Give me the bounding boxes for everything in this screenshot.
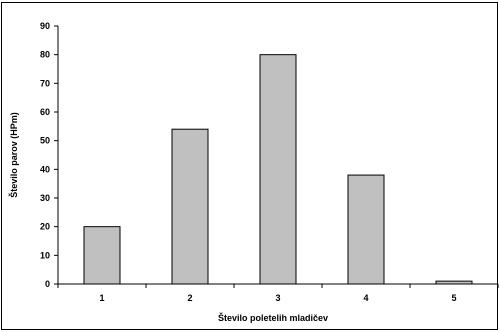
y-tick-label: 50 (40, 136, 50, 146)
bar (83, 226, 121, 285)
x-tick-label: 4 (363, 293, 368, 303)
x-axis-label: Število poletelih mladičev (218, 312, 328, 323)
y-tick-label: 10 (40, 250, 50, 260)
y-tick-label: 30 (40, 193, 50, 203)
x-axis-ticks: 1 2 3 4 5 (57, 284, 499, 303)
bar-series (83, 54, 473, 285)
y-tick-label: 90 (40, 21, 50, 31)
x-tick-label: 3 (275, 293, 280, 303)
bar (347, 174, 385, 285)
y-tick-label: 70 (40, 78, 50, 88)
x-tick-label: 5 (451, 293, 456, 303)
y-tick-label: 20 (40, 222, 50, 232)
y-axis-label: Število parov (HPm) (8, 112, 19, 198)
y-tick-label: 40 (40, 164, 50, 174)
bar (171, 128, 209, 285)
bar (259, 54, 297, 285)
y-axis-ticks: 0 10 20 30 40 50 60 70 80 90 (40, 21, 58, 289)
x-tick-label: 1 (99, 293, 104, 303)
x-tick-label: 2 (187, 293, 192, 303)
y-tick-label: 60 (40, 107, 50, 117)
y-tick-label: 0 (45, 279, 50, 289)
y-tick-label: 80 (40, 50, 50, 60)
